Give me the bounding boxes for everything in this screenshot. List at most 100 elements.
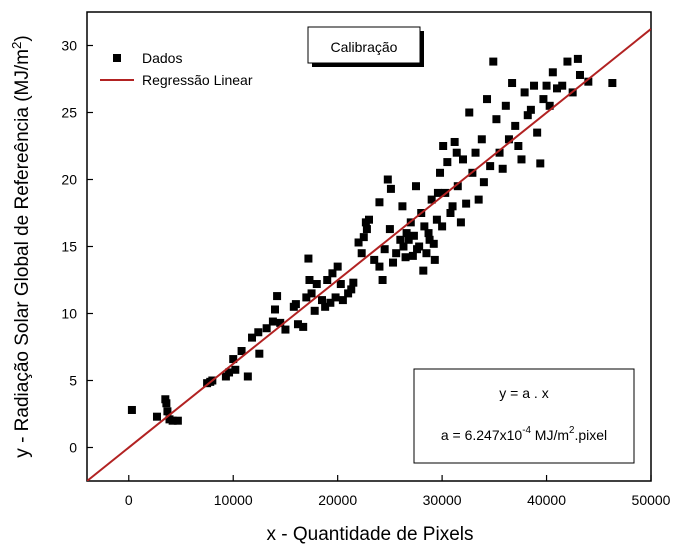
data-point [456,218,465,227]
data-point [243,372,252,381]
data-point [281,325,290,334]
data-point [312,280,321,289]
data-point [489,57,498,66]
data-point [378,276,387,284]
data-point [495,148,504,157]
data-point [302,293,311,302]
data-point [539,95,548,104]
data-point [523,111,532,120]
data-point [375,198,384,207]
y-tick-label: 20 [61,172,77,188]
data-point [504,135,513,144]
data-point [326,298,335,307]
text-part: a = 6.247x10 [441,427,523,443]
data-point [533,128,542,137]
y-tick-label: 30 [61,38,77,54]
data-point [427,195,436,204]
data-point [477,135,486,144]
data-point [483,95,492,104]
x-tick-label: 40000 [527,492,566,508]
data-point [450,137,459,146]
data-point [396,235,405,244]
data-point [173,416,182,425]
data-point [349,278,358,287]
data-point [127,405,136,414]
data-point [462,199,471,208]
data-point [446,209,455,217]
data-point [452,148,461,157]
x-tick-label: 10000 [214,492,253,508]
data-point [323,276,332,284]
x-axis-label: x - Quantidade de Pixels [266,524,473,545]
data-point [412,182,420,191]
data-point [573,54,582,63]
legend-label: Dados [142,50,182,66]
data-point [333,262,342,271]
data-point [262,324,271,333]
data-point [511,121,520,130]
data-point [419,266,428,275]
data-point [443,158,452,167]
data-point [152,412,161,421]
annotation: a = 6.247x10-4 MJ/m2.pixel [441,425,607,443]
data-point [293,320,302,329]
y-tick-label: 15 [61,239,77,255]
data-point [432,215,441,224]
data-point [584,77,593,86]
data-point [336,280,345,289]
data-point [291,300,300,309]
chart-title: Calibração [331,39,398,55]
data-point [268,317,277,326]
data-point [392,249,401,258]
data-point [304,254,313,263]
data-point [471,148,480,157]
text-part: y - Radiação Solar Global de Refereência… [12,49,33,458]
data-point [386,184,395,193]
data-point [225,368,234,377]
data-point [545,101,554,110]
data-point [318,296,326,305]
data-point [398,202,407,211]
data-point [276,318,285,327]
data-point [402,229,411,238]
data-point [492,115,501,124]
data-point [404,235,413,244]
data-point [548,68,557,77]
data-point [310,306,319,315]
data-point [299,322,308,331]
data-point [162,399,171,408]
data-point [479,178,488,187]
data-point [370,255,379,264]
data-point [248,333,257,342]
text-part: ) [12,35,33,41]
data-point [408,251,417,260]
data-point [359,233,368,242]
data-point [331,293,340,302]
text-part: -4 [522,425,531,436]
data-point [401,253,410,262]
data-point [365,215,373,224]
data-point [553,84,561,93]
text-part: y = a . x [499,385,548,401]
data-point [254,328,263,337]
data-point [465,108,474,117]
data-point [433,188,442,197]
x-tick-label: 0 [125,492,133,508]
data-point [163,407,172,416]
data-point [526,105,535,114]
data-point [307,289,316,298]
data-point [415,242,424,251]
data-point [221,372,230,381]
data-point [161,395,170,404]
data-point [448,202,457,211]
annotation: y = a . x [499,385,548,401]
data-point [520,88,529,97]
data-point [380,245,389,254]
data-point [608,79,617,88]
data-point [542,81,551,90]
y-tick-label: 10 [61,306,77,322]
data-point [338,296,347,305]
data-point [430,255,439,264]
data-point [229,355,238,364]
y-axis-label: y - Radiação Solar Global de Refereência… [9,35,33,457]
